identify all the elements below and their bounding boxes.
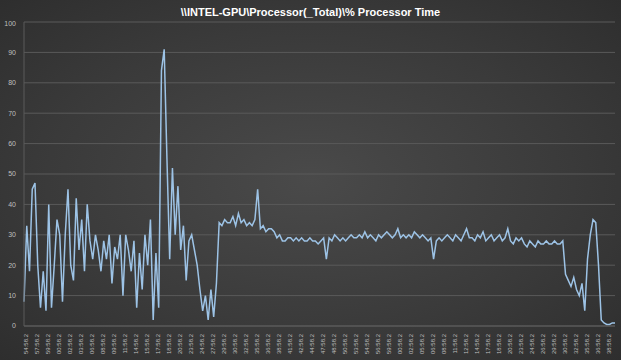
- svg-text:18:58.2: 18:58.2: [166, 333, 172, 354]
- svg-text:40: 40: [8, 201, 16, 208]
- svg-text:05:58.2: 05:58.2: [419, 333, 425, 354]
- svg-text:32:58.2: 32:58.2: [243, 333, 249, 354]
- svg-text:32:58.2: 32:58.2: [573, 333, 579, 354]
- svg-text:23:58.2: 23:58.2: [188, 333, 194, 354]
- svg-text:29:58.2: 29:58.2: [551, 333, 557, 354]
- svg-text:00:58.2: 00:58.2: [397, 333, 403, 354]
- svg-text:47:58.2: 47:58.2: [320, 333, 326, 354]
- svg-text:20: 20: [8, 262, 16, 269]
- svg-text:02:58.2: 02:58.2: [408, 333, 414, 354]
- svg-text:29:58.2: 29:58.2: [221, 333, 227, 354]
- svg-text:50: 50: [8, 170, 16, 177]
- svg-text:30:58.2: 30:58.2: [562, 333, 568, 354]
- svg-text:100: 100: [8, 20, 16, 27]
- svg-text:30:58.2: 30:58.2: [232, 333, 238, 354]
- svg-text:90: 90: [8, 49, 16, 56]
- svg-text:50:58.2: 50:58.2: [342, 333, 348, 354]
- svg-text:17:58.2: 17:58.2: [155, 333, 161, 354]
- svg-text:00:58.2: 00:58.2: [56, 333, 62, 354]
- svg-text:35:58.2: 35:58.2: [254, 333, 260, 354]
- svg-text:17:58.2: 17:58.2: [485, 333, 491, 354]
- svg-text:59:58.2: 59:58.2: [45, 333, 51, 354]
- svg-text:11:58.2: 11:58.2: [122, 333, 128, 353]
- svg-text:54:58.2: 54:58.2: [23, 333, 29, 354]
- svg-text:18:58.2: 18:58.2: [496, 333, 502, 354]
- svg-text:0: 0: [12, 322, 16, 329]
- svg-text:36:58.2: 36:58.2: [595, 333, 601, 354]
- svg-text:60: 60: [8, 140, 16, 147]
- svg-text:70: 70: [8, 110, 16, 117]
- svg-text:14:58.2: 14:58.2: [133, 333, 139, 354]
- svg-text:06:58.2: 06:58.2: [430, 333, 436, 354]
- svg-text:20:58.2: 20:58.2: [177, 333, 183, 354]
- svg-text:56:58.2: 56:58.2: [375, 333, 381, 354]
- svg-text:38:58.2: 38:58.2: [606, 333, 612, 354]
- svg-text:24:58.2: 24:58.2: [199, 333, 205, 354]
- svg-text:03:58.2: 03:58.2: [78, 333, 84, 354]
- svg-text:48:58.2: 48:58.2: [331, 333, 337, 354]
- svg-text:15:58.2: 15:58.2: [144, 333, 150, 354]
- svg-text:42:58.2: 42:58.2: [298, 333, 304, 354]
- svg-text:38:58.2: 38:58.2: [276, 333, 282, 354]
- svg-text:30: 30: [8, 231, 16, 238]
- svg-text:02:58.2: 02:58.2: [67, 333, 73, 354]
- svg-text:09:58.2: 09:58.2: [111, 333, 117, 354]
- svg-text:54:58.2: 54:58.2: [364, 333, 370, 354]
- svg-text:08:58.2: 08:58.2: [441, 333, 447, 354]
- svg-text:53:58.2: 53:58.2: [353, 333, 359, 354]
- svg-text:11:58.2: 11:58.2: [452, 333, 458, 353]
- svg-text:24:58.2: 24:58.2: [529, 333, 535, 354]
- svg-text:57:58.2: 57:58.2: [34, 333, 40, 354]
- svg-text:59:58.2: 59:58.2: [386, 333, 392, 354]
- svg-text:20:58.2: 20:58.2: [507, 333, 513, 354]
- svg-text:08:58.2: 08:58.2: [100, 333, 106, 354]
- svg-text:80: 80: [8, 79, 16, 86]
- svg-text:23:58.2: 23:58.2: [518, 333, 524, 354]
- html-text:\\INTEL-GPU\Processor(_Total)\: \\INTEL-GPU\Processor(_Total)\% Processo…: [180, 6, 441, 18]
- svg-text:12:58.2: 12:58.2: [463, 333, 469, 354]
- svg-text:14:58.2: 14:58.2: [474, 333, 480, 354]
- svg-text:35:58.2: 35:58.2: [584, 333, 590, 354]
- svg-text:06:58.2: 06:58.2: [89, 333, 95, 354]
- svg-text:36:58.2: 36:58.2: [265, 333, 271, 354]
- svg-text:44:58.2: 44:58.2: [309, 333, 315, 354]
- svg-text:10: 10: [8, 292, 16, 299]
- svg-text:27:58.2: 27:58.2: [210, 333, 216, 354]
- svg-text:26:58.2: 26:58.2: [540, 333, 546, 354]
- svg-text:41:58.2: 41:58.2: [287, 333, 293, 354]
